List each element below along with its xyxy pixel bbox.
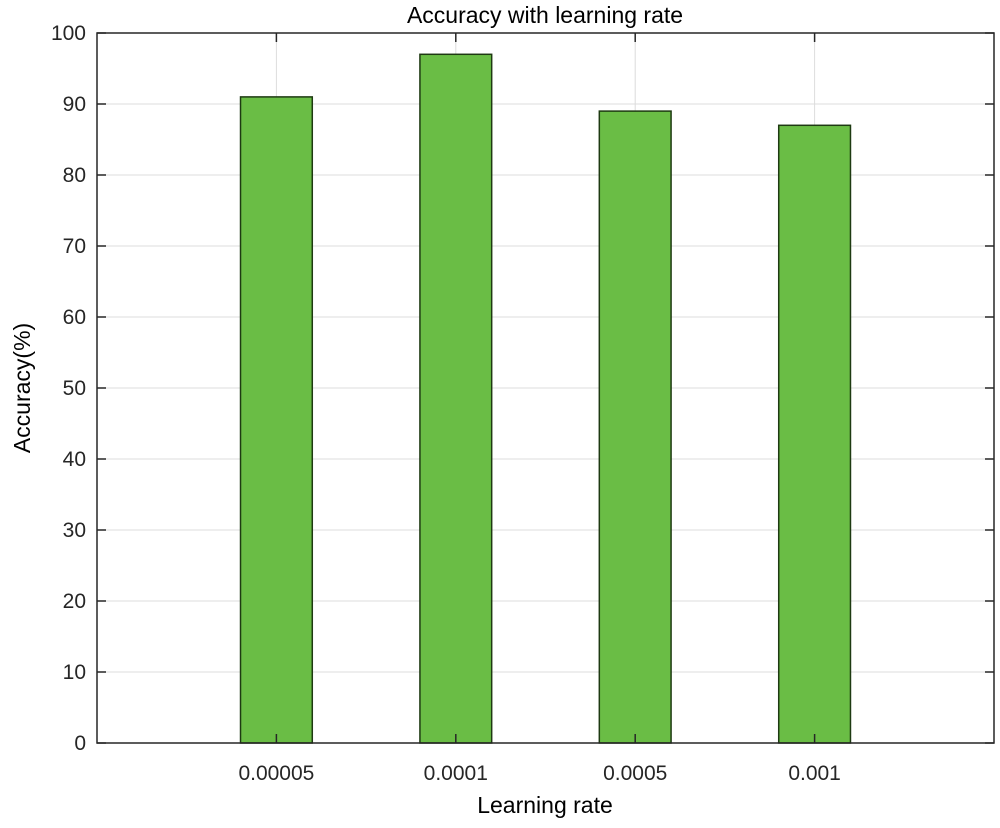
bar bbox=[419, 53, 493, 744]
y-axis-ticks: 0 10 20 30 40 50 60 70 80 90 100 bbox=[51, 22, 994, 755]
y-axis-title: Accuracy(%) bbox=[9, 323, 35, 453]
x-tick-label: 0.001 bbox=[788, 762, 841, 785]
x-axis-ticks: 0.00005 0.0001 0.0005 0.001 bbox=[238, 33, 841, 785]
y-tick-label: 40 bbox=[63, 448, 86, 471]
y-tick-label: 70 bbox=[63, 235, 86, 258]
y-tick-label: 10 bbox=[63, 661, 86, 684]
x-tick-label: 0.0001 bbox=[424, 762, 488, 785]
x-tick-label: 0.0005 bbox=[603, 762, 667, 785]
y-tick-label: 60 bbox=[63, 306, 86, 329]
y-tick-label: 0 bbox=[74, 732, 86, 755]
y-tick-label: 100 bbox=[51, 22, 86, 45]
y-tick-label: 30 bbox=[63, 519, 86, 542]
bar bbox=[598, 110, 672, 744]
bar-series bbox=[239, 53, 852, 744]
x-tick-label: 0.00005 bbox=[238, 762, 314, 785]
y-tick-label: 80 bbox=[63, 164, 86, 187]
y-tick-label: 90 bbox=[63, 93, 86, 116]
chart-title: Accuracy with learning rate bbox=[407, 2, 683, 28]
bar bbox=[239, 96, 314, 744]
y-tick-label: 50 bbox=[63, 377, 86, 400]
y-tick-label: 20 bbox=[63, 590, 86, 613]
bar bbox=[777, 124, 852, 744]
x-axis-title: Learning rate bbox=[477, 792, 613, 818]
